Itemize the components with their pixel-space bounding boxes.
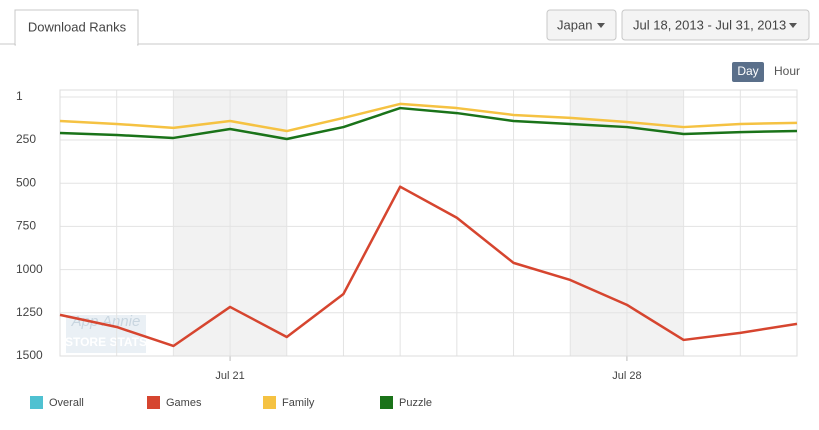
day-label: Day [737,64,758,78]
legend-swatch [263,396,276,409]
x-tick-label: Jul 21 [215,370,244,382]
y-tick-label: 1500 [16,348,43,362]
series-line [59,102,798,133]
series-line [59,185,798,348]
dropdown-arrow [789,23,797,28]
watermark-box [66,315,146,353]
watermark: STORE STATS [65,335,147,349]
y-tick-label: 1 [16,89,23,103]
plot-border [59,89,798,357]
legend-swatch [147,396,160,409]
date-label: Jul 18, 2013 - Jul 31, 2013 [633,17,786,32]
legend-swatch [380,396,393,409]
y-tick-label: 500 [16,175,36,189]
tab-join [16,43,137,46]
legend-label: Family [282,397,315,409]
y-tick-label: 1250 [16,305,43,319]
legend-label: Puzzle [399,397,432,409]
watermark: App Annie [71,313,141,330]
y-tick-label: 1000 [16,262,43,276]
legend-swatch [30,396,43,409]
date-dropdown[interactable] [621,9,810,41]
hour-button[interactable]: Hour [774,64,800,78]
y-tick-label: 250 [16,132,36,146]
y-tick-label: 750 [16,219,36,233]
dropdown-arrow [597,23,605,28]
legend-label: Overall [49,397,84,409]
series-line [59,106,798,141]
tab-label: Download Ranks [28,19,127,34]
country-dropdown[interactable] [546,9,617,41]
country-label: Japan [557,17,592,32]
day-button[interactable] [732,62,764,82]
legend-label: Games [166,397,202,409]
x-tick-label: Jul 28 [612,370,641,382]
